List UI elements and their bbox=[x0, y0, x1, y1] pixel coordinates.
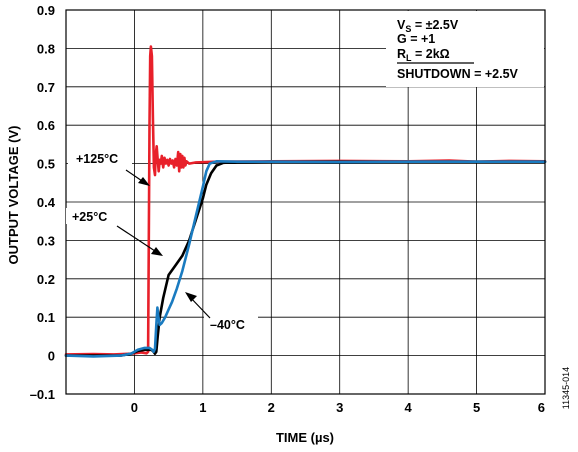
series-25c-line bbox=[64, 160, 547, 357]
conditions-box bbox=[386, 11, 544, 87]
annotation-m40c-label: –40°C bbox=[210, 318, 245, 332]
annotation-125c-label: +125°C bbox=[76, 152, 118, 166]
tick-labels: 0 1 2 3 4 5 6 –0.1 0 0.1 0.2 0.3 0.4 0.5 0.6 0.7 0.8 0.9 bbox=[30, 3, 545, 415]
y-tick-label: 0.7 bbox=[37, 80, 55, 95]
y-tick-label: 0.1 bbox=[37, 310, 55, 325]
y-tick-label: 0.9 bbox=[37, 3, 55, 18]
x-tick-label: 3 bbox=[336, 400, 343, 415]
x-tick-label: 5 bbox=[473, 400, 480, 415]
y-tick-label: 0.5 bbox=[37, 157, 55, 172]
annotation-m40c-arrowhead bbox=[185, 292, 197, 302]
series-125c-line bbox=[64, 45, 547, 356]
y-axis-title: OUTPUT VOLTAGE (V) bbox=[6, 126, 21, 265]
y-tick-label: 0.6 bbox=[37, 118, 55, 133]
annotation-125c: +125°C bbox=[68, 150, 150, 186]
annotation-m40c: –40°C bbox=[185, 292, 258, 332]
x-tick-label: 2 bbox=[268, 400, 275, 415]
condition-shutdown: SHUTDOWN = +2.5V bbox=[397, 67, 519, 81]
x-axis-title: TIME (µs) bbox=[276, 430, 334, 445]
plot-frame bbox=[65, 9, 546, 395]
annotation-125c-arrowhead bbox=[138, 177, 150, 186]
annotation-25c-label: +25°C bbox=[72, 210, 107, 224]
annotation-25c-arrowhead bbox=[151, 247, 163, 256]
y-tick-label: 0.2 bbox=[37, 272, 55, 287]
figure-id: 11345-014 bbox=[561, 367, 571, 409]
annotation-25c: +25°C bbox=[66, 208, 163, 256]
condition-gain: G = +1 bbox=[397, 32, 435, 46]
condition-rl: RL = 2kΩ bbox=[397, 47, 450, 63]
x-tick-label: 4 bbox=[405, 400, 413, 415]
annotation-25c-arrow bbox=[116, 225, 159, 254]
condition-vs: VS = ±2.5V bbox=[397, 18, 459, 34]
x-tick-label: 0 bbox=[131, 400, 138, 415]
x-tick-label: 6 bbox=[538, 400, 545, 415]
series-m40c-line bbox=[64, 160, 547, 358]
x-tick-label: 1 bbox=[199, 400, 206, 415]
series-layer bbox=[64, 45, 547, 358]
y-tick-label: 0 bbox=[48, 349, 55, 364]
y-tick-label: 0.3 bbox=[37, 233, 55, 248]
y-tick-label: 0.4 bbox=[37, 195, 56, 210]
y-tick-label: 0.8 bbox=[37, 41, 55, 56]
y-tick-label: –0.1 bbox=[30, 387, 55, 402]
